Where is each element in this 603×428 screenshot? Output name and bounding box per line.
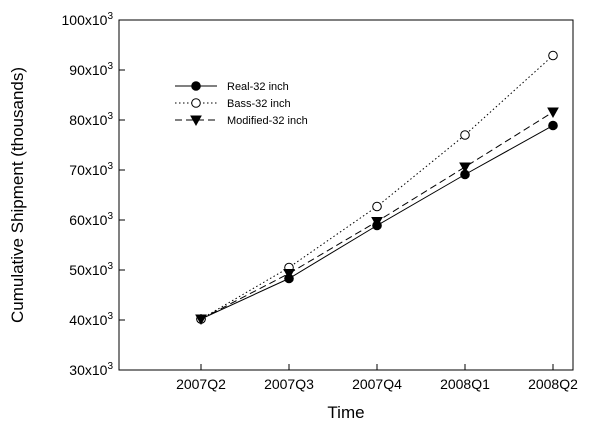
series-lines [200, 55, 554, 320]
y-tick-base: 70x10 [69, 162, 107, 178]
x-tick-label: 2008Q1 [440, 376, 490, 392]
y-tick-base: 90x10 [69, 62, 107, 78]
y-tick-base: 40x10 [69, 312, 107, 328]
y-axis-ticks: 30x10340x10350x10360x10370x10380x10390x1… [62, 11, 125, 378]
data-point-series-3 [195, 314, 207, 326]
y-tick-label: 100x103 [62, 11, 114, 28]
data-point-series-3 [547, 107, 559, 119]
data-point-series-3 [371, 217, 383, 228]
legend-marker [190, 115, 202, 127]
y-tick-base: 50x10 [69, 262, 107, 278]
y-tick-label: 40x103 [69, 311, 113, 328]
legend-marker [191, 98, 201, 108]
data-point-series-2 [372, 201, 382, 212]
data-point-series-2 [548, 50, 558, 61]
y-tick-label: 30x103 [69, 361, 113, 378]
y-axis-title: Cumulative Shipment (thousands) [8, 67, 27, 323]
y-tick-exponent: 3 [107, 361, 113, 372]
y-tick-exponent: 3 [107, 211, 113, 222]
y-tick-base: 30x10 [69, 362, 107, 378]
legend-label: Modified-32 inch [227, 115, 308, 127]
x-axis-title: Time [327, 403, 364, 422]
y-tick-label: 60x103 [69, 211, 113, 228]
x-tick-label: 2007Q2 [176, 376, 226, 392]
x-tick-label: 2007Q3 [264, 376, 314, 392]
y-tick-exponent: 3 [107, 11, 113, 22]
data-point-series-2 [460, 130, 470, 140]
plot-frame [118, 19, 574, 371]
y-tick-base: 80x10 [69, 112, 107, 128]
x-axis-ticks: 2007Q2 2007Q3 2007Q4 2008Q1 2008Q2 [176, 364, 578, 392]
x-tick-label: 2007Q4 [352, 376, 402, 392]
series-line-2 [200, 55, 554, 320]
data-point-series-1 [548, 120, 558, 131]
y-tick-exponent: 3 [107, 111, 113, 122]
legend-label: Real-32 inch [227, 81, 289, 93]
y-tick-exponent: 3 [107, 261, 113, 272]
x-tick-label: 2008Q2 [528, 376, 578, 392]
y-tick-exponent: 3 [107, 161, 113, 172]
series-markers [195, 50, 559, 326]
legend: Real-32 inch Bass-32 inch Modified-32 inch [175, 81, 308, 127]
data-point-series-3 [459, 162, 471, 174]
y-tick-base: 60x10 [69, 212, 107, 228]
y-tick-exponent: 3 [107, 61, 113, 72]
y-tick-exponent: 3 [107, 311, 113, 322]
legend-marker [191, 81, 201, 91]
data-point-series-3 [283, 269, 295, 280]
legend-label: Bass-32 inch [227, 98, 291, 110]
y-tick-label: 50x103 [69, 261, 113, 278]
y-tick-label: 90x103 [69, 61, 113, 78]
y-tick-label: 80x103 [69, 111, 113, 128]
y-tick-label: 70x103 [69, 161, 113, 178]
y-tick-base: 100x10 [62, 12, 108, 28]
